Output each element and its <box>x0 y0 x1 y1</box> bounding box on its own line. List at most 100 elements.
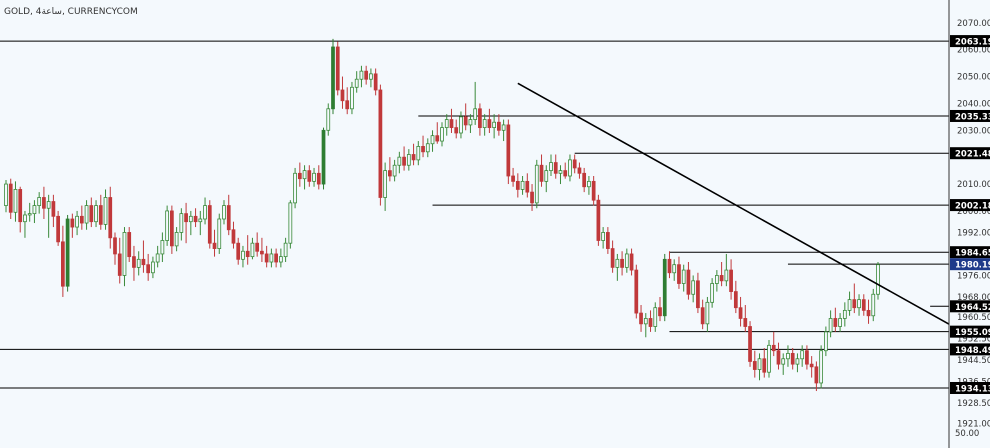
candle-body <box>70 218 75 228</box>
candle-body <box>506 124 511 177</box>
candle <box>151 256 155 279</box>
candle-body <box>771 344 776 352</box>
y-tick-label: 1921.00 <box>957 419 990 429</box>
price-tag[interactable]: 1955.09 <box>950 325 990 339</box>
candle <box>852 283 857 314</box>
candle <box>51 194 56 228</box>
candle-body <box>345 100 350 110</box>
candle <box>293 167 297 209</box>
candle <box>65 214 70 292</box>
candle-body <box>435 135 440 142</box>
candle <box>378 84 383 206</box>
price-tag-bg <box>950 199 990 212</box>
candle <box>558 165 563 185</box>
candle-body <box>231 229 236 244</box>
candle-body <box>710 283 714 303</box>
candle-body <box>335 46 340 91</box>
candle-body <box>170 210 174 247</box>
candle-body <box>255 242 260 252</box>
candle <box>568 154 572 182</box>
y-tick-label: 1968.00 <box>957 293 990 303</box>
candle-body <box>406 154 411 166</box>
price-tag-label: 2035.33 <box>955 112 990 122</box>
price-tag[interactable]: 1948.49 <box>950 343 990 356</box>
candle-body <box>13 189 18 213</box>
candle-body <box>98 205 103 225</box>
price-axis[interactable] <box>949 0 990 448</box>
candle-body <box>558 170 563 174</box>
candle <box>828 310 833 338</box>
trendline[interactable] <box>517 82 990 348</box>
candle <box>27 202 32 222</box>
candle-body <box>8 183 13 213</box>
current-price-tag[interactable]: 1980.19 <box>950 258 990 271</box>
candle-body <box>188 215 193 223</box>
candle-body <box>530 191 534 204</box>
candle-body <box>748 326 752 362</box>
y-tick-label: 2040.00 <box>957 99 990 109</box>
candle <box>302 165 307 190</box>
candle <box>610 240 615 273</box>
candle-body <box>179 213 184 233</box>
candle <box>696 272 700 314</box>
candle-body <box>852 299 857 309</box>
candle <box>170 205 174 254</box>
candle-body <box>828 318 833 333</box>
price-tag-label: 1948.49 <box>955 346 990 356</box>
candle <box>411 143 416 166</box>
candle-body <box>136 258 141 268</box>
candle-body <box>293 172 297 204</box>
candle <box>89 197 94 228</box>
candle <box>530 184 534 211</box>
candle-body <box>430 135 435 145</box>
candle-body <box>359 70 364 80</box>
candle-body <box>809 363 814 368</box>
price-tag[interactable]: 2021.48 <box>950 147 990 160</box>
candle <box>482 114 487 136</box>
candle <box>587 175 591 195</box>
y-tick-label: 1928.50 <box>957 399 990 409</box>
price-tag[interactable]: 2002.18 <box>950 199 990 212</box>
candle-body <box>781 358 786 365</box>
candle-body <box>354 78 359 88</box>
candle-body <box>217 218 222 249</box>
candle <box>506 119 511 185</box>
candle <box>629 248 634 276</box>
candle <box>710 278 714 308</box>
candle-body <box>236 242 241 260</box>
price-tag[interactable]: 1964.52 <box>950 300 990 313</box>
price-tag[interactable]: 1934.13 <box>950 381 990 395</box>
candle-body <box>515 180 520 190</box>
candle <box>871 288 876 322</box>
candle-body <box>46 201 51 209</box>
candle <box>241 245 245 268</box>
candle-body <box>260 250 264 255</box>
candle-body <box>497 121 501 131</box>
candle-body <box>32 205 37 215</box>
candle <box>160 232 165 263</box>
candle <box>345 87 350 115</box>
candle <box>364 65 369 85</box>
candle <box>188 210 193 236</box>
candle <box>288 200 293 249</box>
candle <box>473 81 478 125</box>
price-tag[interactable]: 2063.19 <box>950 35 990 48</box>
price-tag[interactable]: 1984.65 <box>950 246 990 259</box>
candle-body <box>487 119 492 129</box>
candle <box>520 175 525 195</box>
candle <box>331 38 335 115</box>
candle-body <box>762 358 767 373</box>
candle-body <box>767 344 771 373</box>
candle <box>222 200 226 225</box>
candle <box>662 253 667 322</box>
candle-body <box>117 253 122 276</box>
candle <box>212 229 217 257</box>
candle <box>572 154 577 174</box>
price-tag-label: 2002.18 <box>955 202 990 212</box>
candle-body <box>269 253 274 263</box>
candle-body <box>127 232 132 258</box>
price-tag[interactable]: 2035.33 <box>950 109 990 123</box>
candle-body <box>715 275 719 284</box>
